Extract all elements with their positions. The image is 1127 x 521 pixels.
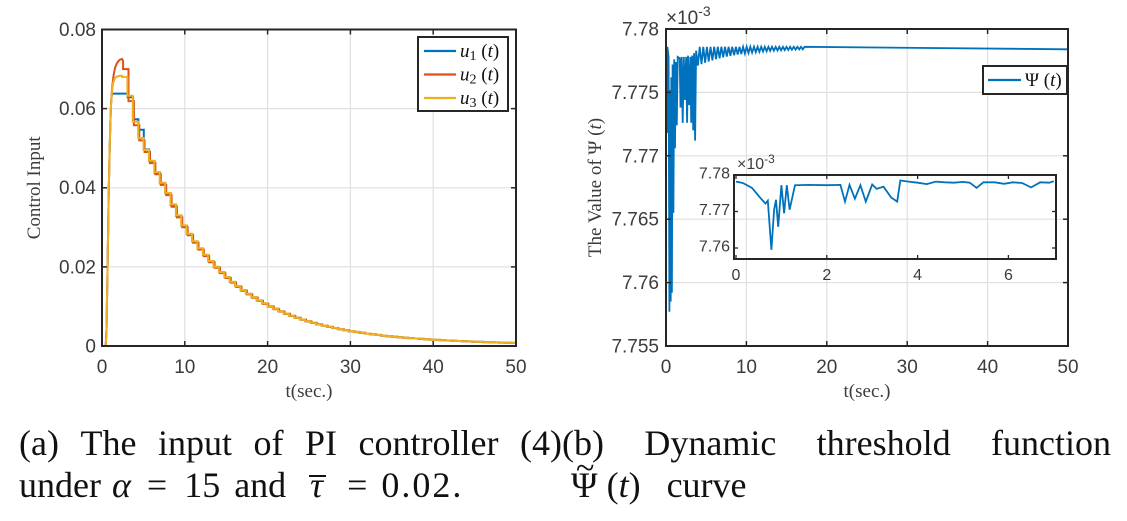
- svg-text:4: 4: [913, 267, 922, 284]
- svg-text:0.06: 0.06: [59, 99, 96, 120]
- svg-text:u2 (t): u2 (t): [460, 65, 499, 88]
- svg-text:0.02: 0.02: [59, 257, 96, 278]
- svg-text:50: 50: [505, 357, 526, 378]
- svg-text:t(sec.): t(sec.): [286, 381, 333, 402]
- svg-text:u1 (t): u1 (t): [460, 41, 499, 64]
- svg-text:0.04: 0.04: [59, 178, 96, 199]
- svg-text:7.765: 7.765: [611, 210, 659, 231]
- svg-text:Ψ (t): Ψ (t): [1025, 70, 1062, 91]
- svg-text:0.08: 0.08: [59, 20, 96, 41]
- svg-text:The Value of Ψ (t): The Value of Ψ (t): [585, 118, 606, 257]
- svg-text:40: 40: [423, 357, 444, 378]
- svg-text:7.77: 7.77: [699, 202, 730, 219]
- svg-text:u3 (t): u3 (t): [460, 88, 499, 111]
- svg-text:0: 0: [85, 337, 96, 358]
- svg-text:50: 50: [1057, 357, 1078, 378]
- svg-text:0: 0: [732, 267, 741, 284]
- svg-text:0: 0: [661, 357, 672, 378]
- svg-text:20: 20: [257, 357, 278, 378]
- svg-text:7.78: 7.78: [622, 20, 659, 41]
- svg-text:0: 0: [97, 357, 108, 378]
- svg-text:6: 6: [1004, 267, 1013, 284]
- svg-text:30: 30: [897, 357, 918, 378]
- svg-text:40: 40: [977, 357, 998, 378]
- svg-text:Control Input: Control Input: [24, 136, 45, 240]
- svg-text:t(sec.): t(sec.): [844, 381, 891, 402]
- svg-text:7.78: 7.78: [699, 166, 730, 183]
- svg-text:7.76: 7.76: [699, 239, 730, 256]
- svg-text:2: 2: [822, 267, 831, 284]
- svg-text:10: 10: [174, 357, 195, 378]
- svg-text:20: 20: [816, 357, 837, 378]
- svg-text:7.775: 7.775: [611, 83, 659, 104]
- svg-text:7.755: 7.755: [611, 337, 659, 358]
- svg-text:7.77: 7.77: [622, 146, 659, 167]
- svg-text:7.76: 7.76: [622, 273, 659, 294]
- svg-text:30: 30: [340, 357, 361, 378]
- svg-text:10: 10: [736, 357, 757, 378]
